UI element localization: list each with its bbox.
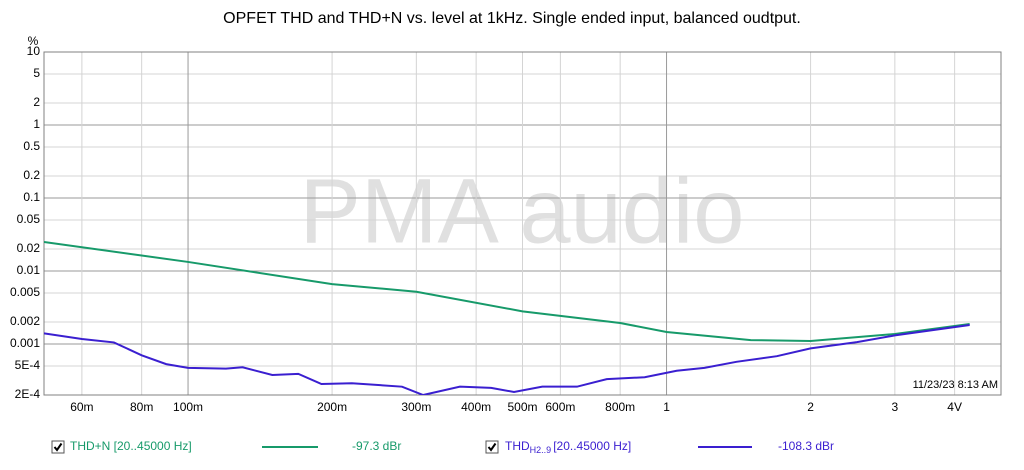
x-tick-label: 500m [507,400,537,414]
y-tick-label: 0.02 [17,241,41,255]
y-tick-label: 5 [33,66,40,80]
y-tick-label: 2 [33,95,40,109]
y-tick-label: 0.001 [10,336,40,350]
x-tick-label: 300m [401,400,431,414]
legend: THD+N [20..45000 Hz] -97.3 dBr THDH2..9 [20… [51,439,834,455]
x-tick-label: 60m [70,400,93,414]
x-tick-label: 1 [663,400,670,414]
y-tick-label: 0.5 [23,139,40,153]
x-tick-label: 2 [807,400,814,414]
x-tick-label: 3 [892,400,899,414]
y-unit: % [28,34,39,48]
y-tick-label: 5E-4 [15,358,41,372]
legend-band: [20..45000 Hz] [553,439,631,453]
grid [44,51,1001,396]
lines [44,240,970,395]
x-tick-label: 80m [130,400,153,414]
legend-label: THD+N [20..45000 Hz] [70,439,192,453]
checkmark [53,442,63,452]
series-line [44,324,970,395]
chart-title: OPFET THD and THD+N vs. level at 1kHz. S… [223,10,801,27]
series-line [44,240,970,342]
y-tick-label: 0.1 [23,190,40,204]
plot-frame [43,51,1002,396]
y-tick-label: 2E-4 [15,387,41,401]
legend-subscript: H2..9 [530,445,552,455]
y-tick-label: 0.05 [17,212,41,226]
y-tick-label: 0.005 [10,285,40,299]
y-tick-label: 0.2 [23,168,40,182]
legend-label: THDH2..9 [20..45000 Hz] [505,439,631,455]
y-tick-label: 1 [33,117,40,131]
legend-name: THD [505,439,530,453]
x-tick-label: 100m [173,400,203,414]
x-tick-label: 200m [317,400,347,414]
x-tick-label: 4V [947,400,962,414]
checkmark [487,442,497,452]
legend-readout: -108.3 dBr [778,439,834,453]
legend-readout: -97.3 dBr [352,439,401,453]
y-tick-label: 10 [27,44,41,58]
legend-name: THD+N [20..45000 Hz] [70,439,192,453]
x-tick-label: 600m [545,400,575,414]
x-tick-label: 400m [461,400,491,414]
y-tick-label: 0.002 [10,314,40,328]
y-tick-label: 0.01 [17,263,41,277]
timestamp: 11/23/23 8:13 AM [913,379,998,391]
x-tick-label: 800m [605,400,635,414]
